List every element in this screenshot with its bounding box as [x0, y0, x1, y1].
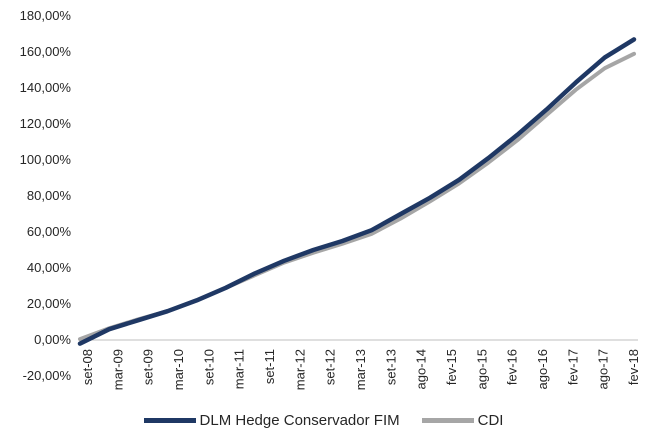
- y-tick-label: 120,00%: [20, 116, 72, 131]
- y-tick-label: 80,00%: [27, 188, 72, 203]
- x-tick-label: mar-13: [353, 349, 368, 390]
- x-tick-label: mar-11: [232, 349, 247, 389]
- y-tick-label: 160,00%: [20, 44, 72, 59]
- x-tick-label: mar-10: [171, 349, 186, 390]
- x-tick-label: set-11: [262, 349, 277, 384]
- legend-label-dlm: DLM Hedge Conservador FIM: [199, 411, 400, 429]
- x-tick-label: set-10: [201, 349, 216, 385]
- x-tick-label: ago-14: [414, 349, 429, 389]
- series-line-dlm: [77, 37, 637, 346]
- y-tick-label: 180,00%: [20, 8, 72, 23]
- y-tick-label: 140,00%: [20, 80, 72, 95]
- x-tick-label: ago-15: [474, 349, 489, 389]
- x-tick-label: fev-18: [626, 349, 641, 385]
- legend-item-dlm: DLM Hedge Conservador FIM: [143, 411, 400, 429]
- x-axis: set-08 mar-09 set-09 mar-10 set-10 mar-11 set-…: [80, 339, 641, 390]
- y-tick-label: 100,00%: [20, 152, 72, 167]
- x-tick-label: ago-16: [535, 349, 550, 389]
- legend-label-cdi: CDI: [477, 411, 504, 429]
- x-tick-label: fev-15: [444, 349, 459, 385]
- y-axis: -20,00% 0,00% 20,00% 40,00% 60,00% 80,00% 100,…: [20, 8, 72, 383]
- legend-swatch-cdi: [421, 417, 474, 423]
- y-tick-label: 0,00%: [34, 332, 71, 347]
- x-tick-label: fev-17: [565, 349, 580, 385]
- x-tick-label: set-12: [323, 349, 338, 385]
- x-tick-label: ago-17: [596, 349, 611, 389]
- legend-item-cdi: CDI: [421, 411, 504, 429]
- y-tick-label: -20,00%: [23, 368, 72, 383]
- x-tick-label: mar-09: [110, 349, 125, 390]
- x-tick-label: fev-16: [505, 349, 520, 385]
- legend: DLM Hedge Conservador FIM CDI: [0, 410, 647, 430]
- x-tick-label: set-08: [80, 349, 95, 385]
- y-tick-label: 20,00%: [27, 296, 72, 311]
- x-tick-label: set-13: [383, 349, 398, 385]
- y-tick-label: 40,00%: [27, 260, 72, 275]
- y-tick-label: 60,00%: [27, 224, 72, 239]
- x-tick-label: set-09: [141, 349, 156, 385]
- legend-swatch-dlm: [143, 417, 196, 423]
- x-tick-label: mar-12: [292, 349, 307, 390]
- series-group: [77, 37, 637, 346]
- series-line-cdi: [78, 51, 636, 342]
